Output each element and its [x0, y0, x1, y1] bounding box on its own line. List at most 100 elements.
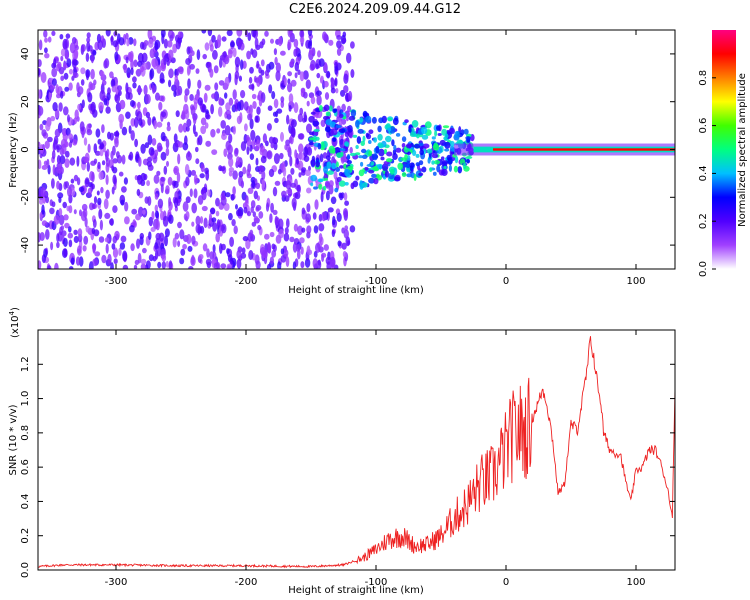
spectrogram-cell — [336, 212, 342, 222]
spectrogram-cell — [165, 260, 169, 268]
spectrogram-cell — [313, 186, 318, 190]
spectrogram-cell — [288, 105, 292, 112]
spectrogram-cell — [392, 117, 399, 126]
spectrogram-cell — [198, 254, 204, 260]
spectrogram-cell — [225, 102, 231, 111]
spectrogram-cell — [112, 158, 118, 164]
spectrogram-cell — [431, 136, 436, 140]
spectrogram-cell — [105, 189, 110, 199]
spectrogram-cell — [229, 257, 234, 265]
spectrogram-cell — [299, 36, 305, 44]
spectrogram-cell — [121, 126, 128, 136]
spectrogram-cell — [187, 78, 191, 89]
spectrogram-cell — [213, 262, 220, 269]
spectrogram-cell — [344, 131, 350, 138]
spectrogram-cell — [182, 201, 189, 212]
spectrogram-cell — [392, 149, 397, 155]
spectrogram-cell — [321, 252, 327, 258]
spectrogram-cell — [204, 84, 211, 91]
spectrogram-cell — [236, 249, 242, 260]
x-tick-label: 100 — [626, 577, 645, 588]
spectrogram-cell — [316, 94, 322, 106]
spectrogram-cell — [253, 190, 258, 200]
y-tick-label: 20 — [20, 95, 31, 108]
spectrogram-cell — [160, 30, 166, 38]
spectrogram-cell — [172, 237, 177, 248]
spectrogram-cell — [92, 258, 99, 267]
spectrogram-cell — [312, 212, 317, 220]
spectrogram-cell — [189, 188, 193, 197]
spectrogram-cell — [164, 228, 170, 238]
spectrogram-cell — [306, 203, 311, 213]
spectrogram-cell — [193, 188, 198, 199]
spectrogram-cell — [240, 59, 244, 70]
spectrogram-cell — [393, 144, 397, 151]
spectrogram-cell — [243, 101, 249, 111]
spectrogram-cell — [157, 261, 162, 269]
spectrogram-cell — [153, 119, 158, 130]
spectrogram-cell — [118, 37, 125, 46]
spectrogram-cell — [466, 158, 470, 164]
spectrogram-cell — [444, 141, 451, 149]
spectrogram-cell — [82, 245, 87, 252]
snr-plot — [38, 336, 675, 569]
spectrogram-cell — [124, 216, 130, 225]
spectrogram-cell — [350, 41, 355, 49]
spectrogram-cell — [338, 128, 346, 133]
spectrogram-cell — [173, 180, 179, 188]
spectrogram-cell — [296, 184, 301, 192]
spectrogram-cell — [137, 174, 143, 185]
spectrogram-cell — [303, 146, 308, 158]
spectrogram-cell — [421, 166, 427, 173]
spectrogram-cell — [46, 158, 50, 169]
spectrogram-cell — [162, 215, 169, 227]
spectrogram-cell — [294, 72, 298, 79]
spectrogram-cell — [147, 116, 152, 126]
spectrogram-cell — [133, 38, 137, 47]
spectrogram-cell — [45, 121, 51, 132]
spectrogram-cell — [208, 213, 213, 224]
spectrogram-cell — [99, 142, 105, 150]
spectrogram-cell — [64, 51, 69, 60]
spectrogram-cell — [361, 154, 368, 159]
spectrogram-cell — [72, 72, 79, 79]
y-tick-label: 0 — [20, 146, 31, 152]
spectrogram-cell — [300, 261, 305, 269]
spectrogram-cell — [260, 59, 265, 67]
spectrogram-cell — [161, 261, 166, 269]
spectrogram-cell — [209, 44, 214, 52]
spectrogram-cell — [117, 85, 122, 91]
spectrogram-cell — [288, 93, 294, 104]
spectrogram-cell — [411, 120, 419, 128]
spectrogram-cell — [338, 171, 344, 177]
spectrogram-cell — [325, 155, 331, 161]
spectrogram-cell — [200, 125, 207, 135]
spectrogram-cell — [47, 136, 53, 143]
spectrogram-cell — [334, 77, 338, 87]
spectrogram-cell — [377, 142, 383, 148]
spectrogram-cell — [125, 111, 131, 119]
spectrogram-cell — [136, 238, 140, 249]
spectrogram-cell — [73, 117, 77, 125]
spectrogram-cell — [69, 42, 76, 54]
spectrogram-cell — [200, 117, 207, 126]
spectrogram-cell — [163, 55, 167, 66]
x-tick-label: -200 — [235, 276, 258, 287]
spectrogram-cell — [286, 114, 290, 125]
spectrogram-cell — [251, 93, 257, 100]
spectrogram-cell — [123, 63, 128, 74]
spectrogram-cell — [63, 248, 68, 257]
spectrogram-cell — [273, 98, 279, 109]
spectrogram-cell — [282, 166, 287, 177]
spectrogram-cell — [253, 75, 257, 83]
spectrogram-cell — [76, 155, 80, 167]
spectrogram-cell — [247, 32, 252, 41]
spectrogram-cell — [315, 161, 320, 168]
spectrogram-cell — [107, 253, 112, 265]
y-tick-label: 40 — [20, 48, 31, 61]
spectrogram-cell — [408, 127, 412, 133]
spectrogram-cell — [287, 71, 292, 77]
spectrogram-cell — [191, 221, 195, 227]
spectrogram-cell — [309, 47, 314, 55]
spectrogram-cell — [200, 163, 205, 173]
